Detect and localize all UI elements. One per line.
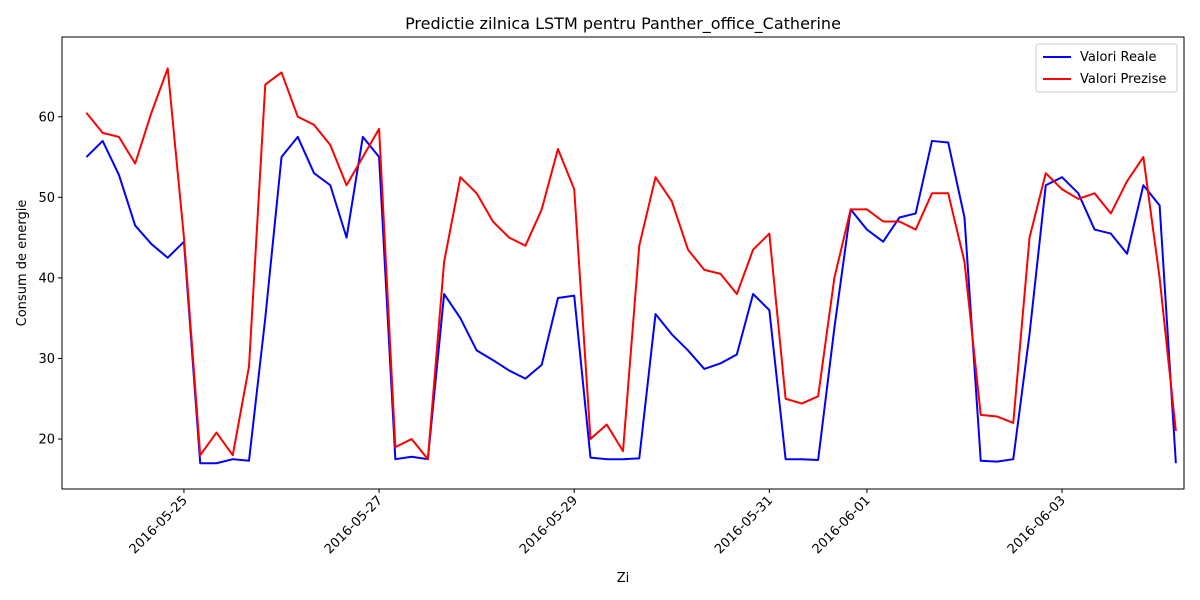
y-tick-label: 60: [38, 110, 55, 125]
y-tick-label: 50: [38, 191, 55, 206]
series-layer: [85, 67, 1177, 465]
y-axis: 20 30 40 50 60: [38, 110, 62, 448]
series-line-real: [85, 135, 1177, 465]
legend-label-predicted: Valori Prezise: [1080, 72, 1166, 87]
plot-area: [61, 36, 1185, 490]
legend: Valori Reale Valori Prezise: [1035, 43, 1178, 93]
y-tick-label: 30: [38, 352, 55, 367]
y-tick-label: 20: [38, 433, 55, 448]
legend-box: [1035, 43, 1178, 93]
series-line-predicted: [85, 67, 1177, 461]
y-tick-label: 40: [38, 271, 55, 286]
x-axis-label: Zi: [617, 571, 630, 586]
y-axis-label: Consum de energie: [15, 200, 30, 327]
chart-title: Predictie zilnica LSTM pentru Panther_of…: [405, 14, 841, 34]
legend-label-real: Valori Reale: [1080, 50, 1157, 65]
plot-frame: [61, 36, 1185, 490]
